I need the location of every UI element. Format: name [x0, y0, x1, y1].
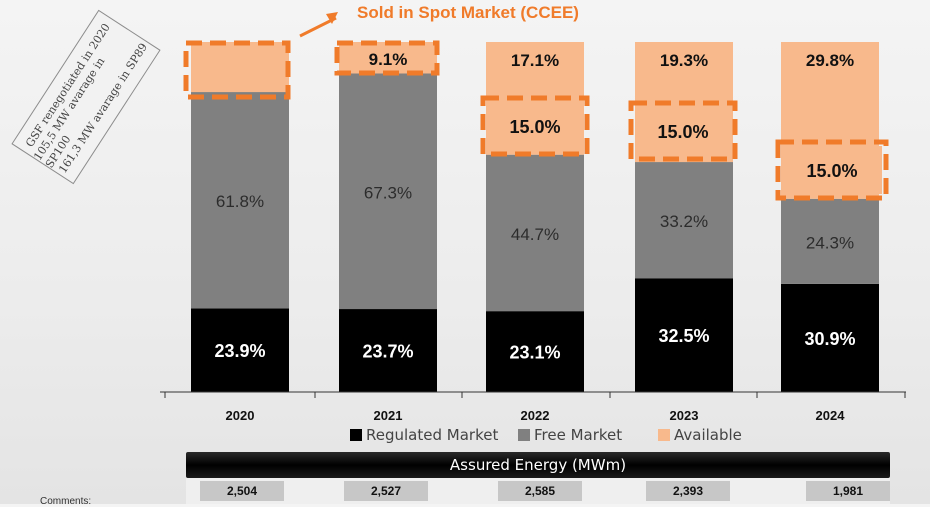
bar-available-2020 — [191, 42, 289, 93]
data-label-regulated-market-2022: 23.1% — [509, 343, 560, 363]
comments-label: Comments: — [40, 496, 92, 507]
data-label-free-market-2023: 33.2% — [660, 212, 708, 231]
assured-energy-2020: 2,504 — [200, 481, 284, 501]
data-label-free-market-2022: 44.7% — [511, 225, 559, 244]
bar-regulated-market-2022 — [486, 311, 584, 392]
legend-swatch-regulated-market — [350, 429, 362, 441]
bar-free-market-2024 — [781, 198, 879, 284]
spot-box-2023 — [628, 100, 738, 162]
assured-energy-2022: 2,585 — [498, 481, 582, 501]
bar-free-market-2020 — [191, 92, 289, 309]
x-tick-label-2021: 2021 — [374, 408, 403, 423]
data-labels-group: 23.9% 61.8% 23.7% 67.3% 9.1% 23.1% 44.7% 17.1% 3… — [183, 40, 889, 363]
data-label-regulated-market-2024: 30.9% — [804, 329, 855, 349]
x-tick-label-2023: 2023 — [670, 408, 699, 423]
legend-label-available: Available — [674, 426, 742, 444]
bars-group — [191, 42, 879, 392]
data-label-available-2021: 9.1% — [369, 50, 408, 69]
x-tick-label-2020: 2020 — [226, 408, 255, 423]
spot-fill-2022 — [487, 102, 583, 150]
x-tick-label-2022: 2022 — [521, 408, 550, 423]
bar-regulated-market-2021 — [339, 309, 437, 392]
data-label-regulated-market-2020: 23.9% — [214, 341, 265, 361]
bar-free-market-2021 — [339, 73, 437, 310]
spot-box-2021 — [334, 40, 440, 76]
data-label-available-2022: 17.1% — [511, 51, 559, 70]
spot-box-2022 — [480, 95, 590, 157]
legend-swatch-free-market — [518, 429, 530, 441]
legend-swatch-available — [658, 429, 670, 441]
x-axis: 2020 2021 2022 2023 2024 — [160, 391, 906, 423]
bar-available-2021 — [339, 42, 437, 74]
legend: Regulated Market Free Market Available — [350, 426, 742, 444]
data-label-available-2023: 19.3% — [660, 51, 708, 70]
legend-label-regulated-market: Regulated Market — [366, 426, 498, 444]
assured-energy-header: Assured Energy (MWm) — [186, 452, 890, 478]
spot-label-2023: 15.0% — [657, 122, 708, 142]
spot-label-2024: 15.0% — [806, 161, 857, 181]
assured-energy-2021: 2,527 — [344, 481, 428, 501]
spot-market-callout: Sold in Spot Market (CCEE) — [357, 3, 579, 22]
spot-box-2020 — [183, 40, 291, 100]
bar-free-market-2023 — [635, 162, 733, 279]
assured-energy-2023: 2,393 — [646, 481, 730, 501]
legend-label-free-market: Free Market — [534, 426, 622, 444]
spot-fill-2024 — [782, 146, 882, 194]
spot-label-2022: 15.0% — [509, 117, 560, 137]
data-label-regulated-market-2021: 23.7% — [362, 342, 413, 362]
spot-box-2024 — [775, 139, 889, 201]
data-label-free-market-2021: 67.3% — [364, 183, 412, 202]
data-label-free-market-2020: 61.8% — [216, 192, 264, 211]
data-label-available-2024: 29.8% — [806, 51, 854, 70]
bar-regulated-market-2020 — [191, 308, 289, 392]
spot-fill-2023 — [635, 107, 731, 155]
bar-free-market-2022 — [486, 154, 584, 312]
data-label-regulated-market-2023: 32.5% — [658, 326, 709, 346]
data-label-free-market-2024: 24.3% — [806, 233, 854, 252]
bar-regulated-market-2024 — [781, 283, 879, 392]
callout-arrow-icon — [299, 12, 338, 38]
assured-energy-row: 2,504 2,527 2,585 2,393 1,981 — [186, 478, 890, 504]
bar-regulated-market-2023 — [635, 278, 733, 392]
x-tick-label-2024: 2024 — [816, 408, 846, 423]
assured-energy-2024: 1,981 — [806, 481, 890, 501]
